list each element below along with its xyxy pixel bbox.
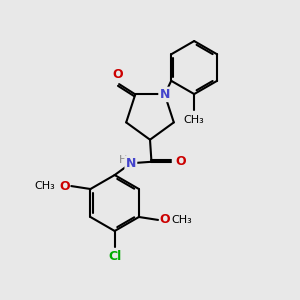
- Text: Cl: Cl: [108, 250, 121, 263]
- Text: O: O: [112, 68, 123, 81]
- Text: N: N: [160, 88, 170, 101]
- Text: O: O: [160, 213, 170, 226]
- Text: CH₃: CH₃: [34, 181, 55, 191]
- Text: CH₃: CH₃: [184, 115, 205, 125]
- Text: CH₃: CH₃: [171, 215, 192, 225]
- Text: H: H: [119, 155, 127, 165]
- Text: N: N: [126, 157, 136, 170]
- Text: O: O: [59, 180, 70, 193]
- Text: O: O: [175, 155, 186, 168]
